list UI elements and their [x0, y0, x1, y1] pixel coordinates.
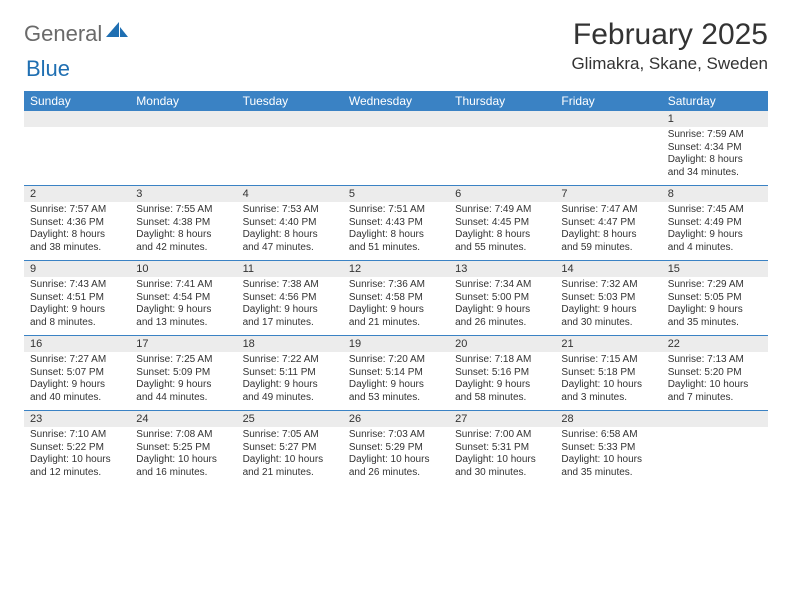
calendar-day-details: Sunrise: 7:38 AMSunset: 4:56 PMDaylight:…: [237, 277, 343, 336]
calendar-day-details: Sunrise: 7:41 AMSunset: 4:54 PMDaylight:…: [130, 277, 236, 336]
calendar-day-number: 26: [343, 411, 449, 427]
calendar-day-details: Sunrise: 7:08 AMSunset: 5:25 PMDaylight:…: [130, 427, 236, 485]
calendar-day-number: 8: [662, 186, 768, 202]
calendar-day-number: 17: [130, 336, 236, 352]
dow-saturday: Saturday: [662, 91, 768, 111]
day-of-week-header-row: Sunday Monday Tuesday Wednesday Thursday…: [24, 91, 768, 111]
calendar-day-number: 23: [24, 411, 130, 427]
calendar-day-details: Sunrise: 7:47 AMSunset: 4:47 PMDaylight:…: [555, 202, 661, 261]
calendar-day-details: Sunrise: 7:32 AMSunset: 5:03 PMDaylight:…: [555, 277, 661, 336]
calendar-day-details: Sunrise: 7:05 AMSunset: 5:27 PMDaylight:…: [237, 427, 343, 485]
calendar-day-details: Sunrise: 7:27 AMSunset: 5:07 PMDaylight:…: [24, 352, 130, 411]
calendar-day-details: Sunrise: 7:22 AMSunset: 5:11 PMDaylight:…: [237, 352, 343, 411]
calendar-day-details: Sunrise: 7:49 AMSunset: 4:45 PMDaylight:…: [449, 202, 555, 261]
calendar-day-number: 15: [662, 261, 768, 277]
brand-word-general: General: [24, 23, 102, 45]
calendar-day-number: 5: [343, 186, 449, 202]
calendar-day-number: [662, 411, 768, 427]
calendar-day-number: [555, 111, 661, 127]
calendar-day-number: [130, 111, 236, 127]
day-detail-row: Sunrise: 7:59 AMSunset: 4:34 PMDaylight:…: [24, 127, 768, 186]
sail-icon: [106, 22, 128, 45]
calendar-day-number: 10: [130, 261, 236, 277]
calendar-day-details: Sunrise: 7:20 AMSunset: 5:14 PMDaylight:…: [343, 352, 449, 411]
calendar-day-details: Sunrise: 7:59 AMSunset: 4:34 PMDaylight:…: [662, 127, 768, 186]
calendar-day-number: 1: [662, 111, 768, 127]
calendar-day-number: 6: [449, 186, 555, 202]
brand-word-blue: Blue: [26, 56, 70, 81]
calendar-day-number: 7: [555, 186, 661, 202]
calendar-day-details: Sunrise: 7:57 AMSunset: 4:36 PMDaylight:…: [24, 202, 130, 261]
calendar-day-number: 20: [449, 336, 555, 352]
day-detail-row: Sunrise: 7:43 AMSunset: 4:51 PMDaylight:…: [24, 277, 768, 336]
dow-thursday: Thursday: [449, 91, 555, 111]
calendar-day-number: 13: [449, 261, 555, 277]
calendar-day-details: Sunrise: 6:58 AMSunset: 5:33 PMDaylight:…: [555, 427, 661, 485]
calendar-day-number: [343, 111, 449, 127]
dow-tuesday: Tuesday: [237, 91, 343, 111]
calendar-day-details: Sunrise: 7:18 AMSunset: 5:16 PMDaylight:…: [449, 352, 555, 411]
calendar-day-number: 14: [555, 261, 661, 277]
calendar-day-details: Sunrise: 7:15 AMSunset: 5:18 PMDaylight:…: [555, 352, 661, 411]
calendar-day-details: Sunrise: 7:03 AMSunset: 5:29 PMDaylight:…: [343, 427, 449, 485]
calendar-day-number: 12: [343, 261, 449, 277]
calendar-day-number: 16: [24, 336, 130, 352]
calendar-day-details: Sunrise: 7:43 AMSunset: 4:51 PMDaylight:…: [24, 277, 130, 336]
day-number-row: 1: [24, 111, 768, 127]
day-number-row: 16171819202122: [24, 336, 768, 352]
page-title: February 2025: [571, 18, 768, 52]
dow-friday: Friday: [555, 91, 661, 111]
title-block: February 2025 Glimakra, Skane, Sweden: [571, 18, 768, 74]
calendar-day-number: [237, 111, 343, 127]
calendar-day-details: Sunrise: 7:25 AMSunset: 5:09 PMDaylight:…: [130, 352, 236, 411]
calendar-day-number: 19: [343, 336, 449, 352]
calendar-table: Sunday Monday Tuesday Wednesday Thursday…: [24, 91, 768, 485]
calendar-day-number: [449, 111, 555, 127]
calendar-day-details: [449, 127, 555, 186]
day-detail-row: Sunrise: 7:10 AMSunset: 5:22 PMDaylight:…: [24, 427, 768, 485]
calendar-day-details: Sunrise: 7:10 AMSunset: 5:22 PMDaylight:…: [24, 427, 130, 485]
day-number-row: 9101112131415: [24, 261, 768, 277]
calendar-day-number: 28: [555, 411, 661, 427]
calendar-day-details: [555, 127, 661, 186]
calendar-day-details: Sunrise: 7:55 AMSunset: 4:38 PMDaylight:…: [130, 202, 236, 261]
dow-sunday: Sunday: [24, 91, 130, 111]
day-detail-row: Sunrise: 7:57 AMSunset: 4:36 PMDaylight:…: [24, 202, 768, 261]
calendar-day-details: Sunrise: 7:34 AMSunset: 5:00 PMDaylight:…: [449, 277, 555, 336]
calendar-day-number: 3: [130, 186, 236, 202]
calendar-day-details: [237, 127, 343, 186]
calendar-day-number: 22: [662, 336, 768, 352]
calendar-day-details: Sunrise: 7:00 AMSunset: 5:31 PMDaylight:…: [449, 427, 555, 485]
calendar-day-number: 9: [24, 261, 130, 277]
dow-wednesday: Wednesday: [343, 91, 449, 111]
calendar-day-number: 2: [24, 186, 130, 202]
calendar-day-number: 18: [237, 336, 343, 352]
calendar-day-number: 24: [130, 411, 236, 427]
calendar-day-details: Sunrise: 7:36 AMSunset: 4:58 PMDaylight:…: [343, 277, 449, 336]
calendar-day-details: Sunrise: 7:51 AMSunset: 4:43 PMDaylight:…: [343, 202, 449, 261]
calendar-day-details: Sunrise: 7:13 AMSunset: 5:20 PMDaylight:…: [662, 352, 768, 411]
calendar-day-details: [662, 427, 768, 485]
calendar-day-number: 4: [237, 186, 343, 202]
calendar-day-details: [130, 127, 236, 186]
calendar-day-number: 11: [237, 261, 343, 277]
calendar-day-details: Sunrise: 7:29 AMSunset: 5:05 PMDaylight:…: [662, 277, 768, 336]
calendar-day-number: [24, 111, 130, 127]
calendar-day-number: 27: [449, 411, 555, 427]
calendar-day-details: Sunrise: 7:45 AMSunset: 4:49 PMDaylight:…: [662, 202, 768, 261]
calendar-body: 1Sunrise: 7:59 AMSunset: 4:34 PMDaylight…: [24, 111, 768, 485]
calendar-day-details: [24, 127, 130, 186]
calendar-day-details: [343, 127, 449, 186]
day-number-row: 2345678: [24, 186, 768, 202]
location-subtitle: Glimakra, Skane, Sweden: [571, 54, 768, 74]
brand-logo: General: [24, 18, 130, 45]
calendar-day-number: 21: [555, 336, 661, 352]
dow-monday: Monday: [130, 91, 236, 111]
calendar-day-details: Sunrise: 7:53 AMSunset: 4:40 PMDaylight:…: [237, 202, 343, 261]
day-detail-row: Sunrise: 7:27 AMSunset: 5:07 PMDaylight:…: [24, 352, 768, 411]
day-number-row: 232425262728: [24, 411, 768, 427]
calendar-day-number: 25: [237, 411, 343, 427]
